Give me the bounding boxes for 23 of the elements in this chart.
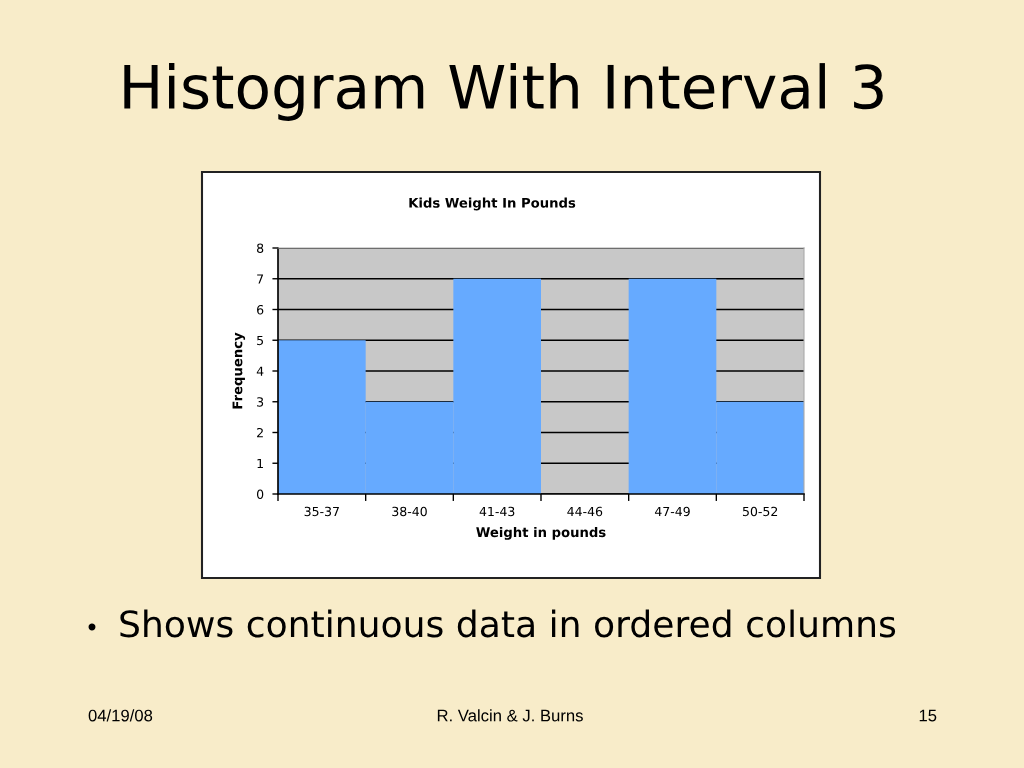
text: 04/19/08 bbox=[88, 709, 153, 722]
y-tick-label: 6 bbox=[257, 304, 264, 315]
x-tick-label: 44-46 bbox=[567, 506, 603, 517]
y-tick-label: 0 bbox=[256, 489, 264, 499]
text: 15 bbox=[919, 709, 937, 722]
y-tick-label: 3 bbox=[257, 397, 264, 407]
x-tick-label: 47-49 bbox=[654, 506, 690, 517]
x-tick-label: 50-52 bbox=[742, 506, 778, 517]
x-tick-label: 35-37 bbox=[304, 506, 339, 517]
chart-subtitle: Kids Weight In Pounds bbox=[409, 197, 576, 211]
text: Shows continuous data in ordered columns bbox=[120, 609, 896, 638]
y-axis-title: Frequency bbox=[232, 332, 246, 409]
chart-title: Histogram With Interval 3 bbox=[124, 63, 883, 121]
x-axis-title: Weight in pounds bbox=[476, 526, 606, 540]
y-tick-label: 8 bbox=[257, 243, 264, 253]
y-tick-label: 7 bbox=[257, 274, 264, 284]
x-tick-label: 41-43 bbox=[479, 506, 515, 517]
y-tick-label: 5 bbox=[257, 335, 264, 346]
y-tick-label: 2 bbox=[257, 427, 263, 438]
y-tick-label: 1 bbox=[257, 458, 263, 468]
text: R. Valcin & J. Burns bbox=[437, 709, 583, 722]
x-tick-label: 38-40 bbox=[392, 506, 427, 517]
y-tick-label: 4 bbox=[256, 366, 264, 376]
